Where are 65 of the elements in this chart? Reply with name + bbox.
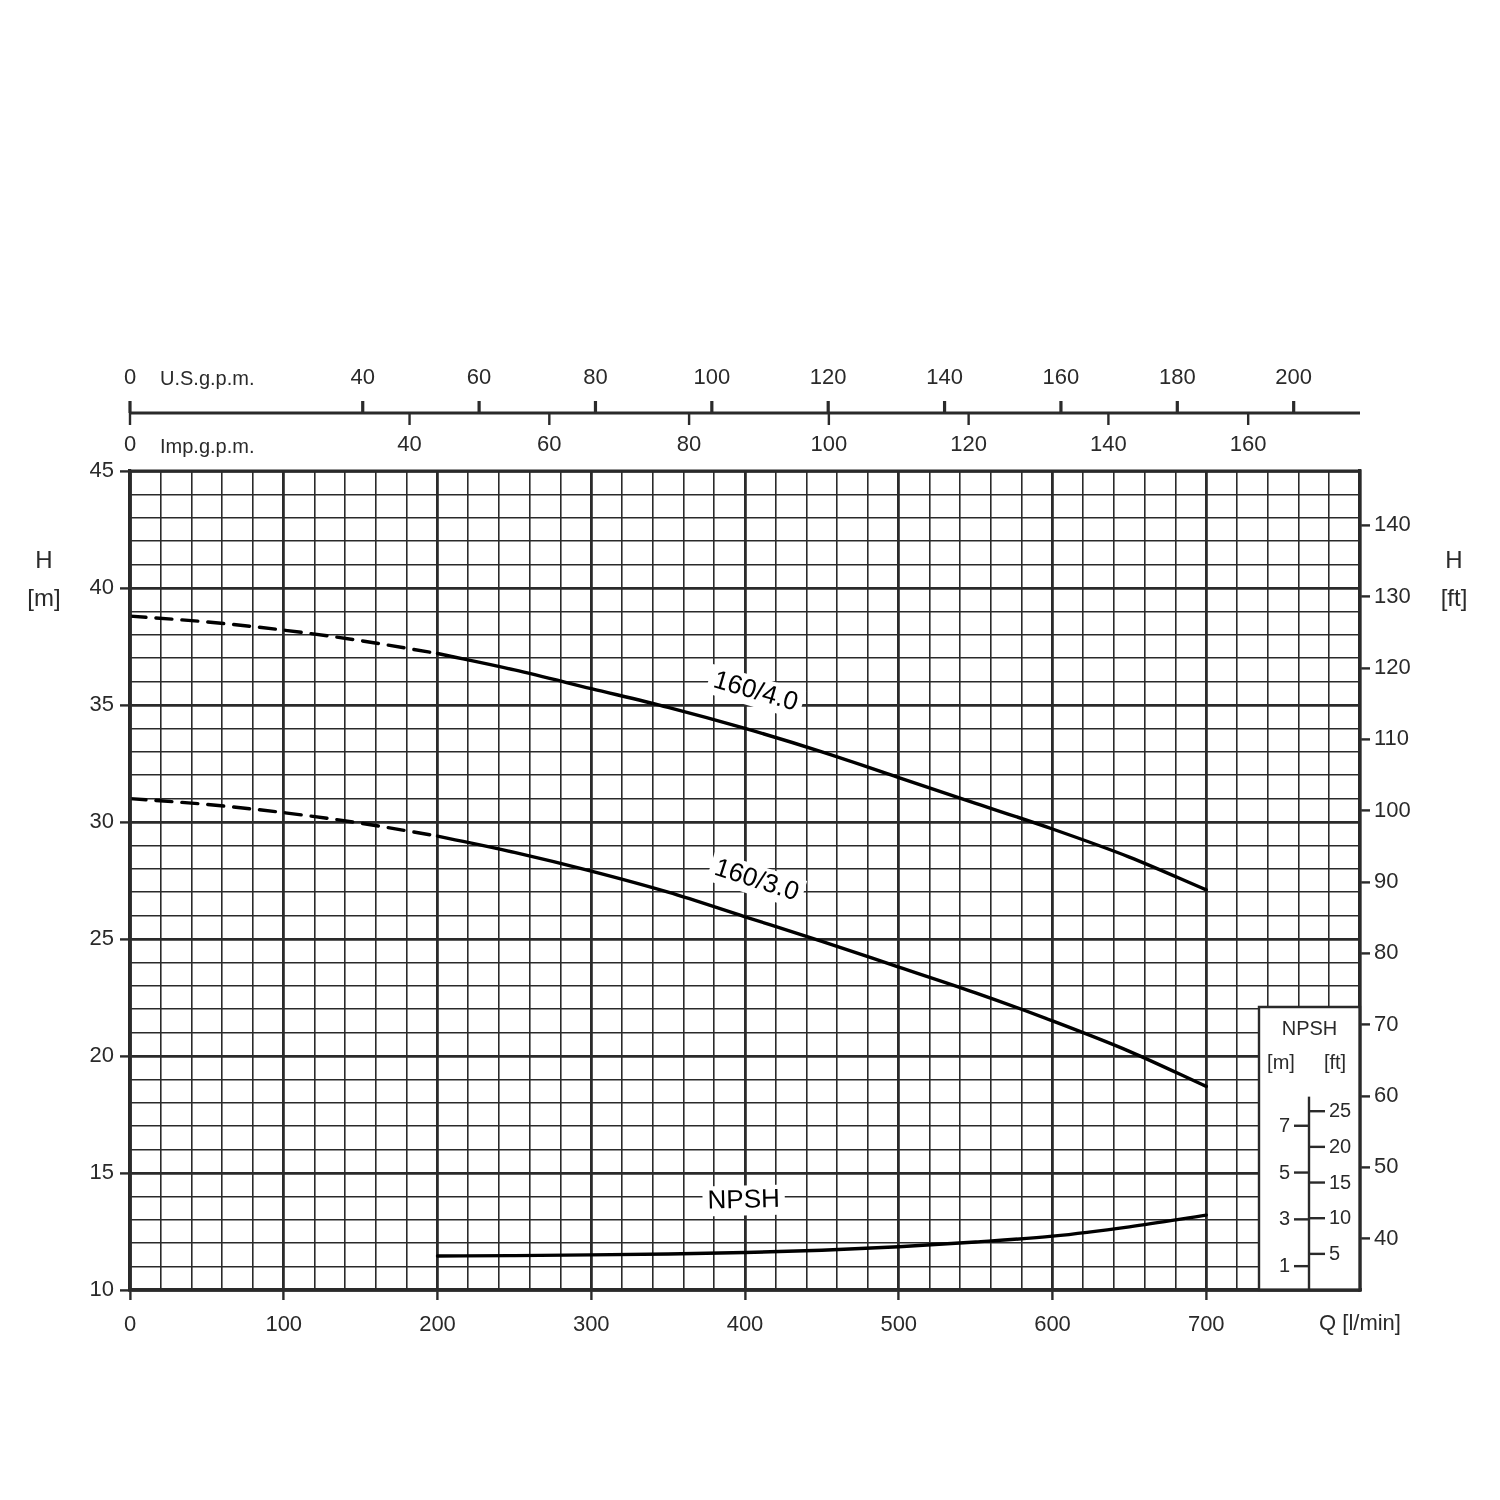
x2-tick-label: 140 xyxy=(1090,430,1127,456)
y2-tick-label: 20 xyxy=(1329,1134,1352,1157)
y2-tick-label: 120 xyxy=(1374,653,1411,679)
x2-tick-label: 160 xyxy=(1042,363,1080,389)
y2-tick-label: 50 xyxy=(1374,1153,1399,1179)
x-tick-label: 0 xyxy=(123,1311,137,1337)
x-tick-label: 600 xyxy=(1034,1311,1071,1337)
x2-tick-label: 80 xyxy=(583,363,608,389)
y2-tick-label: 15 xyxy=(1329,1170,1352,1193)
x2-tick-label: 80 xyxy=(676,430,702,456)
y2-tick-label: 10 xyxy=(1329,1206,1352,1229)
y-tick-label: 1 xyxy=(1278,1254,1290,1277)
x2-tick-label: 120 xyxy=(809,363,847,389)
y2-tick-label: 110 xyxy=(1374,725,1410,751)
x2-tick-label: 200 xyxy=(1275,363,1313,389)
x-tick-label: 300 xyxy=(572,1311,610,1337)
text: 160/3.0 xyxy=(711,851,804,907)
y-axis-title: H [m] xyxy=(27,545,61,611)
y-tick-label: 25 xyxy=(89,925,114,951)
x-tick-label: 500 xyxy=(880,1311,918,1337)
x-tick-label: 400 xyxy=(726,1311,764,1337)
y2-tick-label: 140 xyxy=(1374,511,1411,537)
y-tick-label: 35 xyxy=(89,691,114,717)
x2-tick-label: 100 xyxy=(810,430,848,456)
x2-tick-label: 0 xyxy=(123,363,137,389)
y-tick-label: 15 xyxy=(89,1159,114,1185)
text: NPSH xyxy=(1281,1016,1338,1039)
x-tick-label: 700 xyxy=(1187,1311,1225,1337)
y2-axis-title: H [ft] xyxy=(1440,545,1468,611)
y2-tick-label: 100 xyxy=(1374,796,1411,822)
text: 160/4.0 xyxy=(710,663,802,717)
x2-tick-label: 60 xyxy=(537,430,562,456)
y2-tick-label: 90 xyxy=(1374,867,1399,893)
y2-tick-label: 80 xyxy=(1374,939,1399,965)
x-tick-label: 200 xyxy=(419,1311,456,1337)
x-tick-label: 100 xyxy=(265,1311,303,1337)
x2-tick-label: 120 xyxy=(950,430,987,456)
x2-tick-label: 0 xyxy=(123,430,137,456)
y-tick-label: 30 xyxy=(89,808,114,834)
x2-tick-label: 140 xyxy=(926,363,963,389)
series-label: NPSH xyxy=(707,1182,781,1215)
x2-tick-label: 100 xyxy=(693,363,731,389)
x2-tick-label: 40 xyxy=(397,430,422,456)
y-tick-label: 20 xyxy=(89,1042,114,1068)
x2-tick-label: 40 xyxy=(350,363,375,389)
x2-tick-label: 60 xyxy=(466,363,492,389)
x-axis-title: Q [l/min] xyxy=(1319,1310,1401,1336)
x2-tick-label: 160 xyxy=(1229,430,1267,456)
y-tick-label: 3 xyxy=(1278,1207,1290,1230)
y-tick-label: 40 xyxy=(89,574,114,600)
x2-tick-label: 180 xyxy=(1158,363,1196,389)
y-tick-label: 45 xyxy=(89,457,114,483)
x2-axis-title: U.S.g.p.m. xyxy=(160,366,255,389)
y2-tick-label: 130 xyxy=(1374,582,1411,608)
y-axis-title: [m] xyxy=(1267,1050,1295,1073)
y2-tick-label: 25 xyxy=(1329,1099,1352,1122)
y2-tick-label: 70 xyxy=(1374,1010,1399,1036)
y2-tick-label: 40 xyxy=(1374,1224,1399,1250)
y-tick-label: 10 xyxy=(89,1276,114,1302)
x2-axis-title: Imp.g.p.m. xyxy=(160,434,255,457)
y2-axis-title: [ft] xyxy=(1323,1050,1347,1073)
y-tick-label: 5 xyxy=(1278,1160,1290,1183)
y2-tick-label: 60 xyxy=(1374,1082,1399,1108)
y2-tick-label: 5 xyxy=(1329,1241,1341,1264)
y-tick-label: 7 xyxy=(1278,1113,1290,1136)
